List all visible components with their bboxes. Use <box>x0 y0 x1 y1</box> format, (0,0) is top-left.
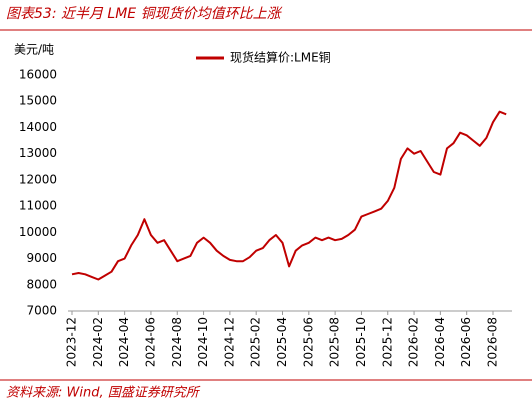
x-tick-label: 2026-06 <box>459 317 473 367</box>
y-tick-label: 14000 <box>19 120 57 134</box>
y-tick-label: 15000 <box>19 94 57 108</box>
chart-title: 图表53: 近半月 LME 铜现货价均值环比上涨 <box>6 6 283 22</box>
y-tick-label: 13000 <box>19 146 57 160</box>
x-tick-label: 2026-04 <box>433 317 447 367</box>
x-tick-label: 2026-02 <box>407 317 421 367</box>
x-tick-label: 2025-10 <box>354 317 368 367</box>
x-tick-label: 2024-02 <box>91 317 105 367</box>
price-line <box>71 110 507 281</box>
x-tick-label: 2025-08 <box>328 317 342 367</box>
y-tick-label: 7000 <box>26 304 57 318</box>
x-tick-label: 2023-12 <box>65 317 79 367</box>
x-tick-label: 2025-12 <box>380 317 394 367</box>
y-tick-label: 10000 <box>19 225 57 239</box>
y-tick-label: 11000 <box>19 199 57 213</box>
x-tick-label: 2025-02 <box>249 317 263 367</box>
x-tick-label: 2025-04 <box>275 317 289 367</box>
y-tick-label: 16000 <box>19 68 57 82</box>
y-tick-label: 9000 <box>26 251 57 265</box>
x-tick-label: 2024-04 <box>117 317 131 367</box>
x-tick-label: 2024-08 <box>170 317 184 367</box>
x-tick-label: 2024-06 <box>143 317 157 367</box>
legend-label: 现货结算价:LME铜 <box>230 50 331 65</box>
y-axis-unit: 美元/吨 <box>14 43 54 57</box>
source-note: 资料来源: Wind, 国盛证券研究所 <box>6 385 201 401</box>
x-tick-label: 2025-06 <box>301 317 315 367</box>
y-tick-label: 12000 <box>19 172 57 186</box>
x-tick-label: 2026-08 <box>486 317 500 367</box>
y-tick-label: 8000 <box>26 277 57 291</box>
x-tick-label: 2024-10 <box>196 317 210 367</box>
x-tick-label: 2024-12 <box>222 317 236 367</box>
